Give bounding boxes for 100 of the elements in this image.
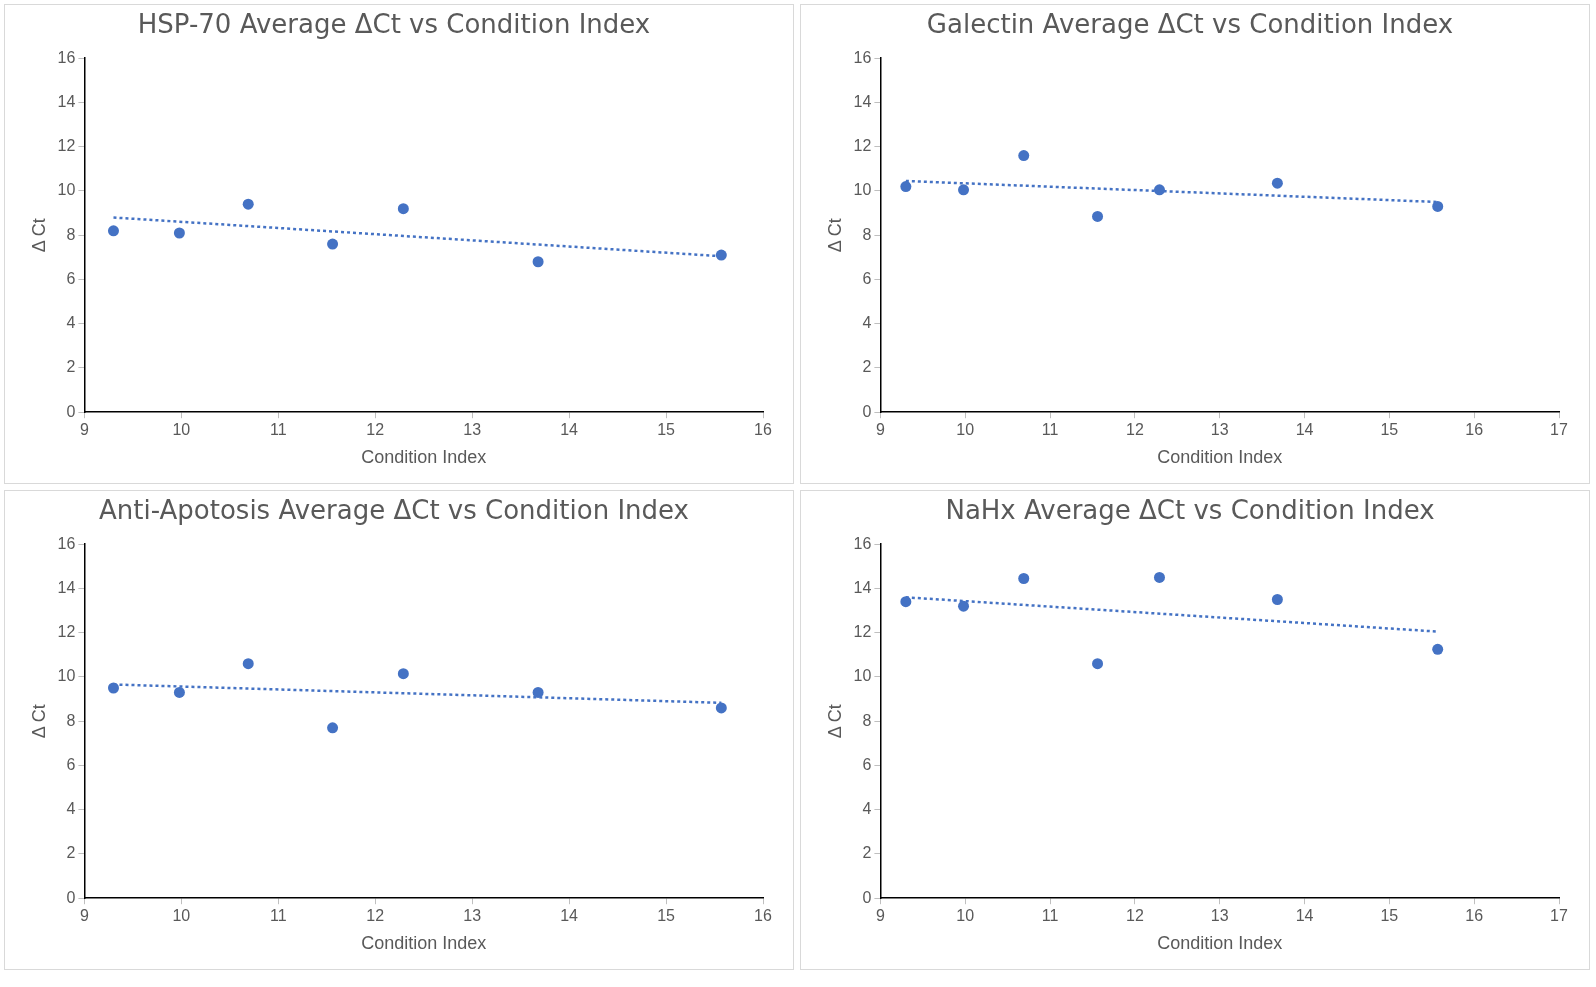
x-tick-label: 9 bbox=[875, 907, 885, 925]
point bbox=[1092, 210, 1104, 222]
point bbox=[397, 203, 409, 215]
y-tick-label: 10 bbox=[57, 667, 76, 685]
x-tick-label: 15 bbox=[657, 907, 676, 925]
y-tick-label: 12 bbox=[57, 623, 76, 641]
x-tick-label: 13 bbox=[463, 421, 482, 439]
y-tick-label: 14 bbox=[57, 92, 76, 110]
y-tick-label: 2 bbox=[66, 358, 76, 376]
point bbox=[327, 722, 339, 734]
y-axis-title: Δ Ct bbox=[28, 218, 49, 253]
x-tick-label: 14 bbox=[1295, 421, 1314, 439]
x-tick-label: 13 bbox=[1210, 421, 1229, 439]
x-tick-label: 12 bbox=[1125, 907, 1144, 925]
x-tick-label: 17 bbox=[1550, 421, 1568, 439]
x-tick-label: 14 bbox=[560, 421, 579, 439]
y-tick-label: 0 bbox=[66, 402, 76, 420]
y-tick-label: 6 bbox=[862, 755, 872, 773]
x-axis-title: Condition Index bbox=[1157, 447, 1283, 468]
point bbox=[173, 686, 185, 698]
x-tick-label: 16 bbox=[754, 421, 772, 439]
point bbox=[1432, 200, 1444, 212]
y-tick-label: 10 bbox=[57, 181, 76, 199]
x-tick-label: 16 bbox=[754, 907, 772, 925]
x-tick-label: 9 bbox=[79, 421, 89, 439]
x-axis-title: Condition Index bbox=[1157, 933, 1283, 954]
point bbox=[327, 238, 339, 250]
x-tick-label: 15 bbox=[1380, 907, 1399, 925]
y-tick-label: 10 bbox=[853, 667, 872, 685]
y-tick-label: 4 bbox=[66, 800, 76, 818]
y-tick-label: 6 bbox=[66, 755, 76, 773]
x-tick-label: 13 bbox=[463, 907, 482, 925]
y-tick-label: 6 bbox=[66, 269, 76, 287]
point bbox=[107, 682, 119, 694]
point bbox=[173, 227, 185, 239]
point bbox=[900, 181, 912, 193]
y-tick-label: 2 bbox=[862, 844, 872, 862]
chart-title: Anti-Apotosis Average ΔCt vs Condition Index bbox=[99, 495, 689, 526]
y-tick-label: 8 bbox=[862, 225, 872, 243]
x-tick-label: 17 bbox=[1550, 907, 1568, 925]
x-tick-label: 12 bbox=[1125, 421, 1144, 439]
x-tick-label: 14 bbox=[1295, 907, 1314, 925]
y-axis-title: Δ Ct bbox=[824, 704, 845, 739]
y-tick-label: 4 bbox=[66, 314, 76, 332]
point bbox=[715, 702, 727, 714]
x-tick-label: 10 bbox=[172, 421, 191, 439]
y-tick-label: 10 bbox=[853, 181, 872, 199]
y-tick-label: 16 bbox=[57, 48, 76, 66]
chart-title: HSP-70 Average ΔCt vs Condition Index bbox=[137, 9, 651, 40]
chart-title: Galectin Average ΔCt vs Condition Index bbox=[926, 9, 1454, 40]
y-tick-label: 0 bbox=[66, 888, 76, 906]
point bbox=[715, 249, 727, 261]
y-tick-label: 14 bbox=[853, 92, 872, 110]
point bbox=[107, 225, 119, 237]
y-tick-label: 4 bbox=[862, 800, 872, 818]
point bbox=[532, 256, 544, 268]
y-tick-label: 16 bbox=[853, 534, 872, 552]
y-tick-label: 8 bbox=[66, 711, 76, 729]
x-tick-label: 9 bbox=[79, 907, 89, 925]
point bbox=[1018, 572, 1030, 584]
x-tick-label: 14 bbox=[560, 907, 579, 925]
y-tick-label: 16 bbox=[57, 534, 76, 552]
y-tick-label: 4 bbox=[862, 314, 872, 332]
x-tick-label: 12 bbox=[366, 907, 385, 925]
y-tick-label: 6 bbox=[862, 269, 872, 287]
point bbox=[1271, 177, 1283, 189]
x-tick-label: 10 bbox=[172, 907, 191, 925]
x-tick-label: 16 bbox=[1465, 907, 1484, 925]
y-tick-label: 0 bbox=[862, 402, 872, 420]
point bbox=[397, 668, 409, 680]
x-axis-title: Condition Index bbox=[361, 933, 487, 954]
y-tick-label: 8 bbox=[862, 711, 872, 729]
point bbox=[242, 198, 254, 210]
y-tick-label: 12 bbox=[853, 623, 872, 641]
point bbox=[958, 184, 970, 196]
x-tick-label: 11 bbox=[1041, 907, 1059, 925]
point bbox=[1153, 184, 1165, 196]
y-tick-label: 16 bbox=[853, 48, 872, 66]
point bbox=[1432, 643, 1444, 655]
x-tick-label: 11 bbox=[1041, 421, 1059, 439]
x-tick-label: 10 bbox=[956, 421, 975, 439]
point bbox=[1018, 150, 1030, 162]
x-tick-label: 15 bbox=[657, 421, 676, 439]
y-tick-label: 2 bbox=[862, 358, 872, 376]
y-tick-label: 12 bbox=[57, 137, 76, 155]
point bbox=[900, 596, 912, 608]
y-tick-label: 8 bbox=[66, 225, 76, 243]
x-tick-label: 11 bbox=[269, 907, 287, 925]
y-tick-label: 0 bbox=[862, 888, 872, 906]
x-tick-label: 13 bbox=[1210, 907, 1229, 925]
chart-title: NaHx Average ΔCt vs Condition Index bbox=[945, 495, 1435, 526]
point bbox=[958, 600, 970, 612]
point bbox=[532, 686, 544, 698]
point bbox=[1153, 571, 1165, 583]
y-tick-label: 12 bbox=[853, 137, 872, 155]
x-tick-label: 9 bbox=[875, 421, 885, 439]
x-tick-label: 11 bbox=[269, 421, 287, 439]
x-tick-label: 12 bbox=[366, 421, 385, 439]
point bbox=[1271, 594, 1283, 606]
y-tick-label: 14 bbox=[853, 578, 872, 596]
